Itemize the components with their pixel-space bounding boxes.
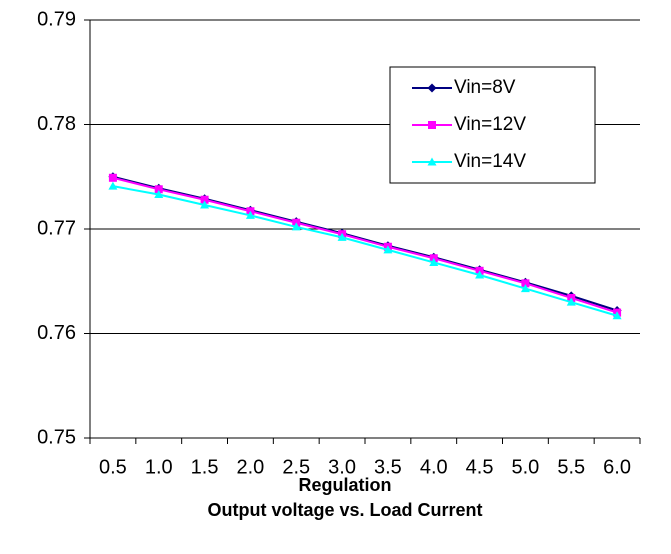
series-line [112, 176, 618, 314]
x-axis-label: Regulation [299, 475, 392, 495]
x-tick-label: 3.0 [328, 456, 356, 478]
legend-label: Vin=12V [454, 114, 526, 135]
marker [475, 270, 485, 279]
x-tick-label: 5.5 [557, 456, 585, 478]
x-tick-label: 6.0 [603, 456, 631, 478]
x-tick-label: 2.5 [282, 456, 310, 478]
marker [245, 210, 255, 219]
x-tick-label: 1.5 [191, 456, 219, 478]
marker [154, 185, 163, 194]
series-line [112, 175, 618, 312]
x-tick-label: 0.5 [99, 456, 127, 478]
legend-label: Vin=14V [454, 151, 526, 172]
marker [520, 284, 530, 293]
marker [427, 157, 437, 166]
y-tick-label: 0.77 [37, 217, 76, 239]
marker [429, 257, 439, 266]
y-tick-label: 0.79 [37, 8, 76, 30]
x-tick-label: 2.0 [237, 456, 265, 478]
marker [612, 311, 622, 320]
y-tick-label: 0.75 [37, 426, 76, 448]
x-tick-label: 1.0 [145, 456, 173, 478]
marker [427, 83, 437, 93]
marker [566, 297, 576, 306]
marker [108, 181, 118, 190]
marker [383, 245, 393, 254]
x-tick-label: 5.0 [512, 456, 540, 478]
marker [428, 121, 436, 129]
series-line [112, 185, 618, 317]
marker [200, 200, 210, 209]
x-tick-label: 4.0 [420, 456, 448, 478]
y-tick-label: 0.78 [37, 113, 76, 135]
legend-label: Vin=8V [454, 77, 516, 98]
caption: Output voltage vs. Load Current [207, 500, 482, 520]
marker [200, 195, 209, 204]
x-tick-label: 3.5 [374, 456, 402, 478]
marker [337, 232, 347, 241]
marker [291, 222, 301, 231]
marker [108, 173, 117, 182]
x-tick-label: 4.5 [466, 456, 494, 478]
marker [521, 279, 530, 288]
marker [154, 190, 164, 199]
y-tick-label: 0.76 [37, 322, 76, 344]
